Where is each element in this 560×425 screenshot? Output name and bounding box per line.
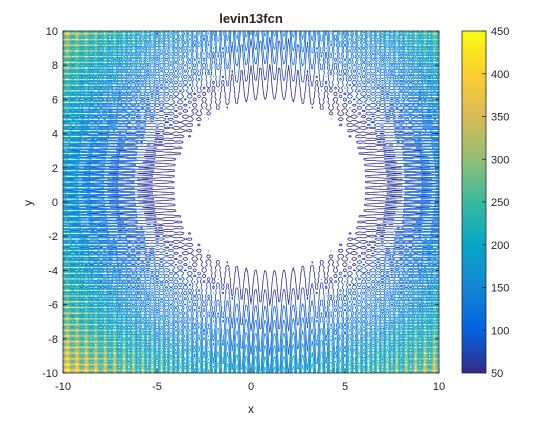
contour-level-425 — [65, 358, 79, 372]
x-tick-label: -10 — [55, 381, 71, 393]
x-tick-label: 10 — [433, 381, 445, 393]
plot-area-background — [63, 31, 439, 373]
colorbar-tick-label: 400 — [491, 69, 509, 81]
y-tick-label: 2 — [52, 163, 58, 175]
contour-level-450 — [66, 369, 69, 372]
colorbar-tick-label: 250 — [491, 197, 509, 209]
colorbar-tick-label: 100 — [491, 325, 509, 337]
y-tick-label: -10 — [42, 368, 58, 380]
x-tick-label: 5 — [342, 381, 348, 393]
contour-level-100 — [81, 31, 439, 356]
colorbar-tick-label: 150 — [491, 283, 509, 295]
colorbar-tick-label: 300 — [491, 154, 509, 166]
contour-level-300 — [63, 31, 438, 373]
colorbar-tick-label: 200 — [491, 240, 509, 252]
y-axis-label: y — [21, 200, 35, 206]
colorbar-ticks: 50 100 150 200 250 300 350 400 450 — [482, 26, 509, 380]
contour-level-400 — [64, 347, 88, 373]
colorbar-tick-label: 50 — [491, 368, 503, 380]
contour-level-50 — [137, 64, 403, 306]
contour-level-75 — [107, 36, 433, 334]
y-axis: -10 -8 -6 -4 -2 0 2 4 6 8 10 — [42, 26, 439, 380]
y-tick-label: 0 — [52, 197, 58, 209]
chart-title: levin13fcn — [219, 11, 283, 26]
y-tick-label: 6 — [52, 94, 58, 106]
y-tick-label: 8 — [52, 60, 58, 72]
contour-level-200 — [63, 31, 439, 373]
contour-level-125 — [63, 31, 439, 373]
x-tick-label: 0 — [248, 381, 254, 393]
y-tick-label: 4 — [52, 129, 58, 141]
x-axis: -10 -5 0 5 10 — [55, 31, 445, 393]
y-tick-label: -4 — [48, 265, 58, 277]
contour-level-325 — [63, 31, 438, 373]
colorbar-tick-label: 450 — [491, 26, 509, 38]
y-tick-label: -2 — [48, 231, 58, 243]
colorbar: 50 100 150 200 250 300 350 400 450 — [461, 26, 509, 380]
contour-lines — [63, 31, 439, 373]
colorbar-tick-label: 350 — [491, 112, 509, 124]
y-tick-label: -6 — [48, 300, 58, 312]
x-tick-label: -5 — [152, 381, 162, 393]
contour-level-350 — [63, 32, 437, 373]
x-axis-label: x — [248, 402, 254, 416]
y-tick-label: -8 — [48, 334, 58, 346]
y-tick-label: 10 — [46, 26, 58, 38]
